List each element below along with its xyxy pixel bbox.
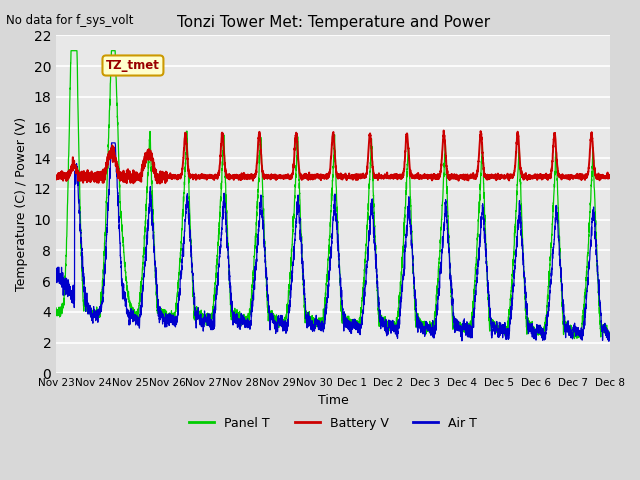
Air T [52, 266, 60, 272]
Panel T [52, 305, 60, 311]
Air T [489, 324, 497, 330]
Battery V [440, 128, 447, 133]
Battery V [606, 175, 614, 181]
Y-axis label: Temperature (C) / Power (V): Temperature (C) / Power (V) [15, 117, 28, 291]
Battery V [489, 175, 497, 180]
Air T [606, 330, 614, 336]
Battery V [156, 180, 164, 186]
Air T [458, 330, 465, 336]
Air T [312, 319, 320, 325]
Line: Air T: Air T [56, 143, 610, 341]
Line: Panel T: Panel T [56, 51, 610, 338]
Text: TZ_tmet: TZ_tmet [106, 59, 160, 72]
Title: Tonzi Tower Met: Temperature and Power: Tonzi Tower Met: Temperature and Power [177, 15, 490, 30]
Air T [427, 328, 435, 334]
Panel T [312, 319, 320, 325]
Panel T [606, 330, 614, 336]
Air T [152, 264, 159, 270]
Air T [108, 140, 115, 146]
Battery V [458, 173, 465, 179]
Panel T [458, 321, 465, 327]
Panel T [489, 317, 497, 323]
Text: No data for f_sys_volt: No data for f_sys_volt [6, 14, 134, 27]
Battery V [152, 173, 159, 179]
Panel T [152, 279, 159, 285]
Legend: Panel T, Battery V, Air T: Panel T, Battery V, Air T [184, 412, 483, 435]
X-axis label: Time: Time [317, 394, 348, 407]
Line: Battery V: Battery V [56, 131, 610, 183]
Air T [605, 338, 612, 344]
Panel T [427, 323, 435, 328]
Battery V [52, 176, 60, 182]
Battery V [312, 174, 320, 180]
Air T [605, 335, 613, 340]
Battery V [605, 174, 613, 180]
Battery V [427, 172, 435, 178]
Panel T [605, 332, 613, 337]
Panel T [571, 336, 579, 341]
Panel T [67, 48, 75, 54]
